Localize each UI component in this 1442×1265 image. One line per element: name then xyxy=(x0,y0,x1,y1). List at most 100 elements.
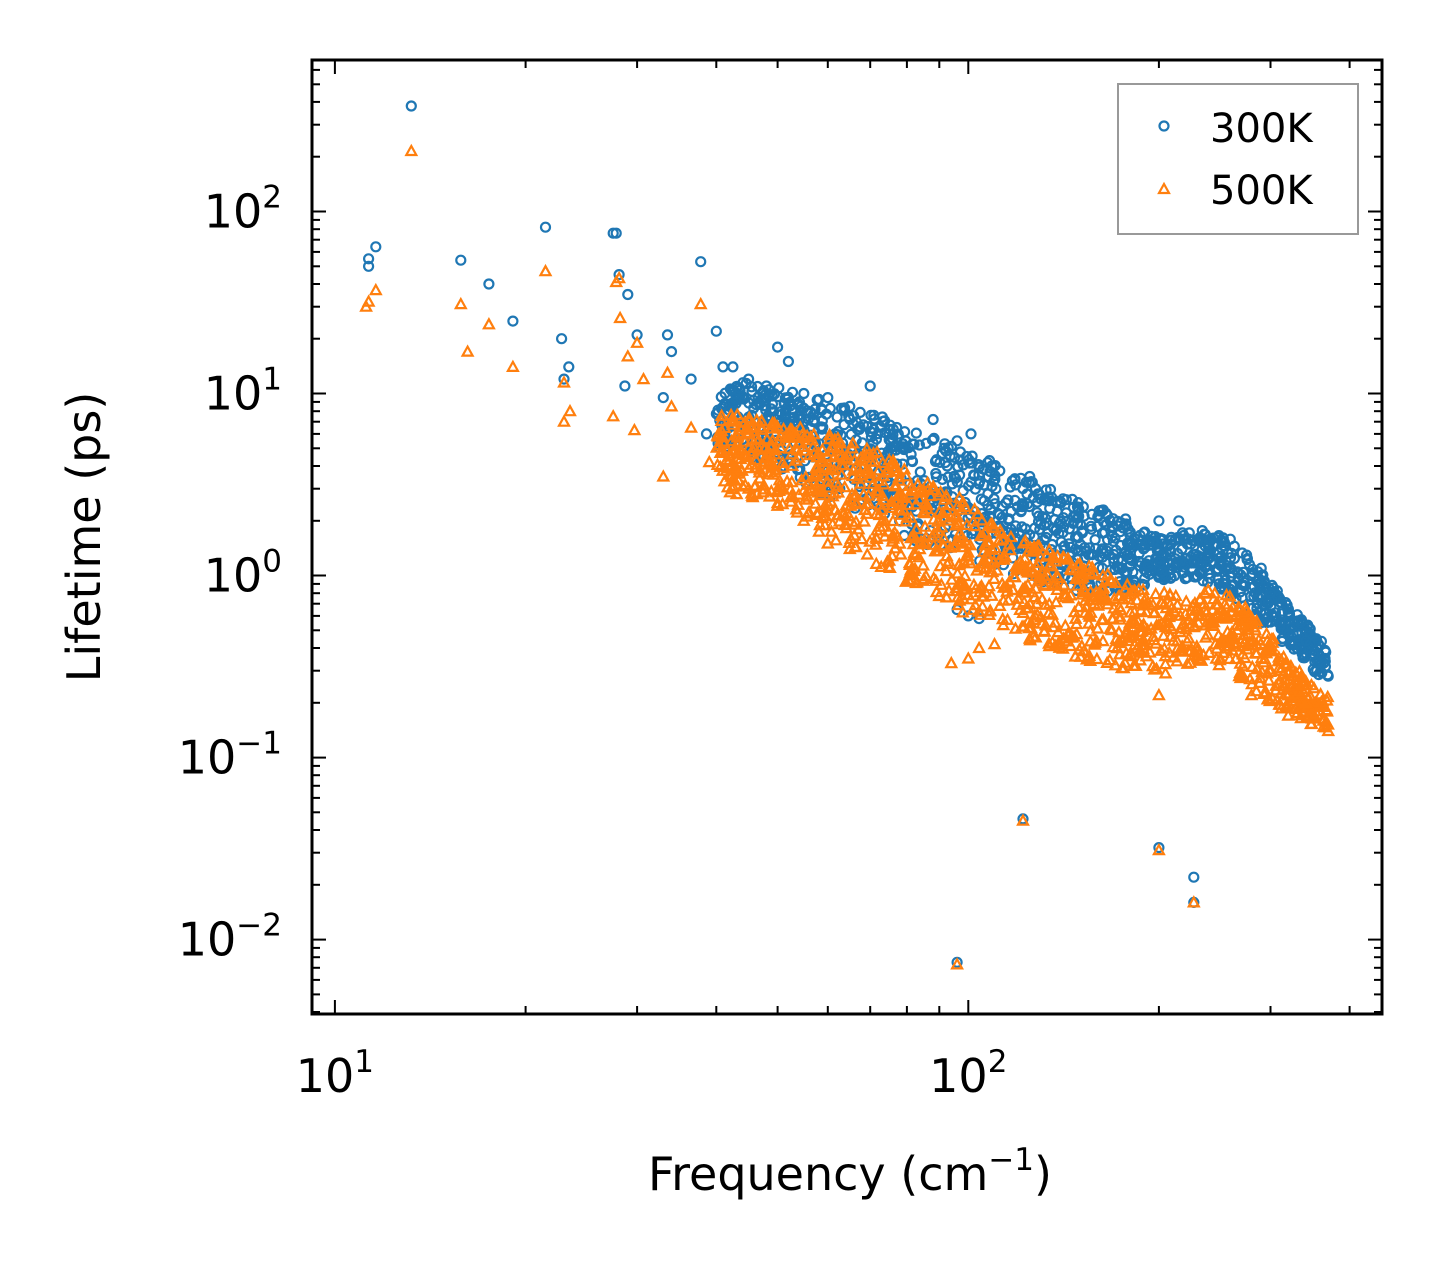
data-point xyxy=(1083,542,1096,554)
data-point xyxy=(1154,643,1168,656)
data-point xyxy=(1191,651,1206,665)
data-point xyxy=(1169,534,1181,547)
data-point xyxy=(845,428,857,440)
data-point xyxy=(1148,605,1162,618)
data-point xyxy=(727,361,739,373)
data-point xyxy=(929,573,943,586)
data-point xyxy=(1203,537,1215,550)
data-point xyxy=(1067,517,1079,530)
data-point xyxy=(1043,557,1058,570)
data-point xyxy=(1090,621,1105,634)
data-point xyxy=(811,394,823,406)
data-point xyxy=(1029,522,1041,534)
data-point xyxy=(735,479,750,492)
data-point xyxy=(900,510,914,523)
data-point xyxy=(860,547,875,560)
data-point xyxy=(742,373,755,385)
data-point xyxy=(1114,660,1129,674)
data-point xyxy=(918,496,932,510)
data-point xyxy=(899,469,914,482)
x-axis-label-sup: −1 xyxy=(988,1142,1034,1178)
data-point xyxy=(748,460,763,473)
data-point xyxy=(868,409,880,421)
data-point xyxy=(636,371,651,385)
x-tick-label: 102 xyxy=(929,1044,1007,1103)
data-point xyxy=(1203,533,1216,546)
data-point xyxy=(853,423,865,435)
y-axis-label: Lifetime (ps) xyxy=(57,392,111,683)
data-point xyxy=(824,402,836,414)
data-point xyxy=(874,559,889,572)
data-point xyxy=(1309,636,1321,648)
data-point xyxy=(1247,620,1262,633)
data-point xyxy=(627,422,642,436)
data-point xyxy=(405,100,417,112)
data-point xyxy=(939,489,954,502)
data-point xyxy=(1123,560,1136,573)
data-point xyxy=(1055,497,1067,509)
data-point xyxy=(947,539,961,552)
data-point xyxy=(905,567,919,580)
data-point xyxy=(1142,559,1154,572)
data-point xyxy=(404,143,419,157)
data-point xyxy=(905,530,920,543)
data-point xyxy=(929,584,944,598)
data-point xyxy=(1128,658,1143,671)
data-point xyxy=(917,504,931,517)
data-point xyxy=(1153,515,1165,527)
legend: 300K 500K xyxy=(1117,83,1359,235)
data-point xyxy=(987,554,1001,567)
data-point xyxy=(363,260,375,272)
data-point xyxy=(916,558,931,571)
data-point xyxy=(796,439,811,452)
data-point xyxy=(906,455,918,467)
data-point xyxy=(863,534,877,547)
data-point xyxy=(453,296,468,310)
data-point xyxy=(1256,655,1271,668)
data-point xyxy=(824,440,839,453)
data-point xyxy=(741,425,755,438)
data-point xyxy=(868,423,880,436)
data-point xyxy=(851,522,866,535)
data-point xyxy=(1162,609,1177,623)
data-point xyxy=(507,315,519,327)
data-point xyxy=(1158,666,1173,679)
data-point xyxy=(1003,542,1018,556)
data-point xyxy=(785,458,800,471)
data-point xyxy=(368,282,383,296)
data-point xyxy=(1107,535,1120,548)
data-point xyxy=(741,481,756,494)
data-point xyxy=(715,444,730,457)
data-point xyxy=(1170,634,1185,647)
data-point xyxy=(760,400,772,412)
y-tick-label: 100 xyxy=(204,544,282,603)
data-point xyxy=(1244,687,1259,701)
data-point xyxy=(1028,630,1043,643)
data-point xyxy=(940,556,955,569)
data-point xyxy=(455,254,467,266)
data-point xyxy=(1296,648,1308,660)
data-point xyxy=(1270,692,1284,705)
data-point xyxy=(1131,538,1143,550)
data-point xyxy=(1149,618,1164,631)
data-point xyxy=(1022,631,1037,644)
data-point xyxy=(1070,557,1085,570)
data-point xyxy=(557,375,571,388)
data-point xyxy=(460,344,475,357)
data-point xyxy=(948,451,961,463)
data-point xyxy=(734,462,748,476)
data-point xyxy=(1085,520,1097,532)
data-point xyxy=(1032,539,1047,552)
data-point xyxy=(1291,684,1306,697)
data-point xyxy=(820,536,835,549)
data-point xyxy=(886,513,900,527)
data-point xyxy=(954,502,969,515)
data-point xyxy=(745,432,760,445)
data-point xyxy=(773,409,785,421)
data-point xyxy=(1000,612,1015,625)
data-point xyxy=(1215,542,1227,554)
data-point xyxy=(982,578,996,592)
data-point xyxy=(820,448,835,461)
data-point xyxy=(1295,642,1307,655)
data-point xyxy=(1222,651,1237,664)
